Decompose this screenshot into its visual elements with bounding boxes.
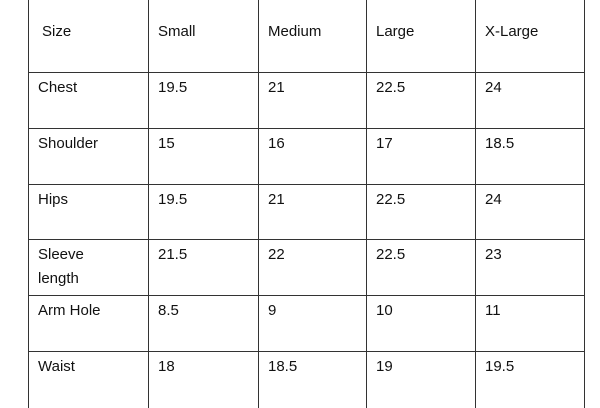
header-cell: Size (42, 23, 72, 40)
row-border (28, 351, 585, 352)
value-cell: 18 (158, 358, 175, 375)
row-label: Sleeve length (38, 246, 84, 288)
value-cell: 10 (376, 302, 393, 320)
row-border (28, 184, 585, 185)
value-cell: 17 (376, 134, 393, 152)
value-cell: 19.5 (158, 79, 188, 96)
column-border (258, 0, 259, 408)
row-border (28, 72, 585, 73)
value-cell: 22.5 (376, 79, 406, 96)
row-border (28, 295, 585, 296)
header-cell: Medium (268, 23, 322, 40)
value-cell: 19 (376, 358, 393, 375)
value-cell: 19.5 (485, 358, 515, 375)
value-cell: 18.5 (485, 134, 515, 152)
value-cell: 22 (268, 246, 285, 264)
column-border (148, 0, 149, 408)
header-cell: Large (376, 23, 415, 40)
row-label: Arm Hole (38, 302, 101, 320)
row-label: Waist (38, 358, 75, 375)
column-border (28, 0, 29, 408)
column-border (366, 0, 367, 408)
value-cell: 11 (485, 302, 501, 320)
value-cell: 16 (268, 134, 285, 152)
value-cell: 21 (268, 190, 285, 208)
value-cell: 9 (268, 302, 277, 320)
row-label: Shoulder (38, 134, 99, 152)
value-cell: 23 (485, 246, 502, 264)
row-border (28, 128, 585, 129)
value-cell: 19.5 (158, 190, 188, 208)
row-border (28, 239, 585, 240)
header-cell: X-Large (485, 23, 539, 40)
column-border (584, 0, 585, 408)
value-cell: 15 (158, 134, 175, 152)
row-label: Chest (38, 79, 78, 96)
value-cell: 22.5 (376, 190, 406, 208)
value-cell: 8.5 (158, 302, 179, 320)
value-cell: 24 (485, 79, 502, 96)
value-cell: 21.5 (158, 246, 188, 264)
value-cell: 24 (485, 190, 502, 208)
header-cell: Small (158, 23, 196, 40)
value-cell: 21 (268, 79, 285, 96)
column-border (475, 0, 476, 408)
value-cell: 18.5 (268, 358, 298, 375)
row-label: Hips (38, 190, 69, 208)
value-cell: 22.5 (376, 246, 406, 264)
